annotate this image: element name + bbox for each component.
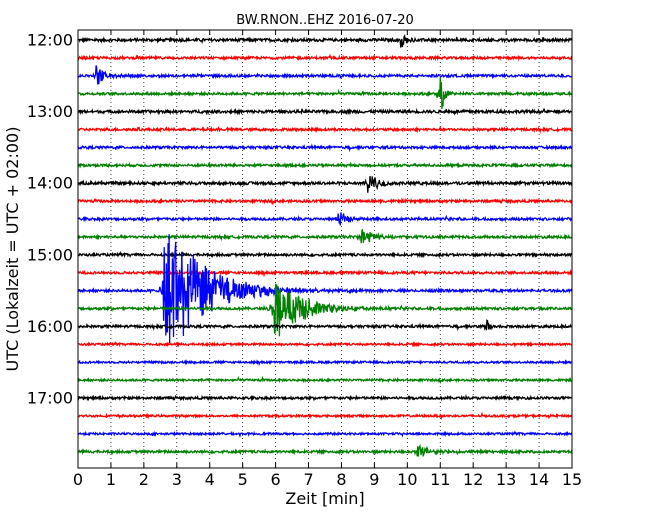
x-tick-label-1: 1 [106, 470, 116, 489]
x-tick-label-9: 9 [369, 470, 379, 489]
trace-1430 [77, 212, 573, 226]
x-tick-label-6: 6 [271, 470, 281, 489]
y-tick-label-16:00: 16:00 [27, 317, 73, 336]
seismic-traces [77, 33, 573, 457]
trace-1645 [77, 375, 573, 385]
trace-1300 [77, 107, 573, 116]
x-tick-label-0: 0 [73, 470, 83, 489]
x-tick-label-11: 11 [430, 470, 450, 489]
y-tick-label-13:00: 13:00 [27, 102, 73, 121]
x-tick-label-14: 14 [529, 470, 549, 489]
y-tick-label-17:00: 17:00 [27, 389, 73, 408]
trace-1400 [77, 176, 573, 193]
trace-1230 [77, 65, 573, 85]
x-tick-label-10: 10 [397, 470, 417, 489]
trace-1500 [77, 250, 573, 259]
trace-1600 [77, 319, 573, 332]
trace-1715 [77, 411, 573, 421]
trace-1445 [77, 229, 573, 244]
x-tick-label-7: 7 [303, 470, 313, 489]
chart-title: BW.RNON..EHZ 2016-07-20 [236, 13, 414, 28]
x-tick-label-2: 2 [139, 470, 149, 489]
y-axis-ticks: 12:00 13:00 14:00 15:00 16:00 17:00 [27, 31, 572, 408]
x-tick-label-13: 13 [496, 470, 516, 489]
trace-1515 [77, 269, 573, 278]
trace-1530 [77, 234, 573, 344]
trace-1615 [77, 340, 573, 349]
trace-1730 [77, 430, 573, 439]
x-tick-label-12: 12 [463, 470, 483, 489]
trace-1745 [77, 443, 573, 457]
x-tick-label-5: 5 [238, 470, 248, 489]
x-tick-label-3: 3 [172, 470, 182, 489]
trace-1315 [77, 125, 573, 134]
y-tick-label-14:00: 14:00 [27, 174, 73, 193]
trace-1630 [77, 359, 573, 367]
trace-1330 [77, 143, 573, 153]
x-tick-label-15: 15 [562, 470, 582, 489]
trace-1415 [77, 197, 573, 206]
x-axis-ticks: 0 1 2 3 4 5 6 7 8 9 10 11 12 13 14 15 [73, 30, 582, 489]
x-tick-label-8: 8 [336, 470, 346, 489]
trace-1700 [77, 393, 573, 402]
y-tick-label-12:00: 12:00 [27, 31, 73, 50]
trace-1245 [77, 77, 573, 109]
x-axis-label: Zeit [min] [285, 489, 364, 508]
trace-1200 [77, 33, 573, 48]
y-axis-label: UTC (Lokalzeit = UTC + 02:00) [3, 127, 22, 372]
trace-1545 [77, 283, 573, 337]
plot-frame [77, 29, 573, 469]
y-tick-label-15:00: 15:00 [27, 245, 73, 264]
trace-1345 [77, 161, 573, 169]
x-tick-label-4: 4 [205, 470, 215, 489]
trace-1215 [77, 53, 573, 62]
